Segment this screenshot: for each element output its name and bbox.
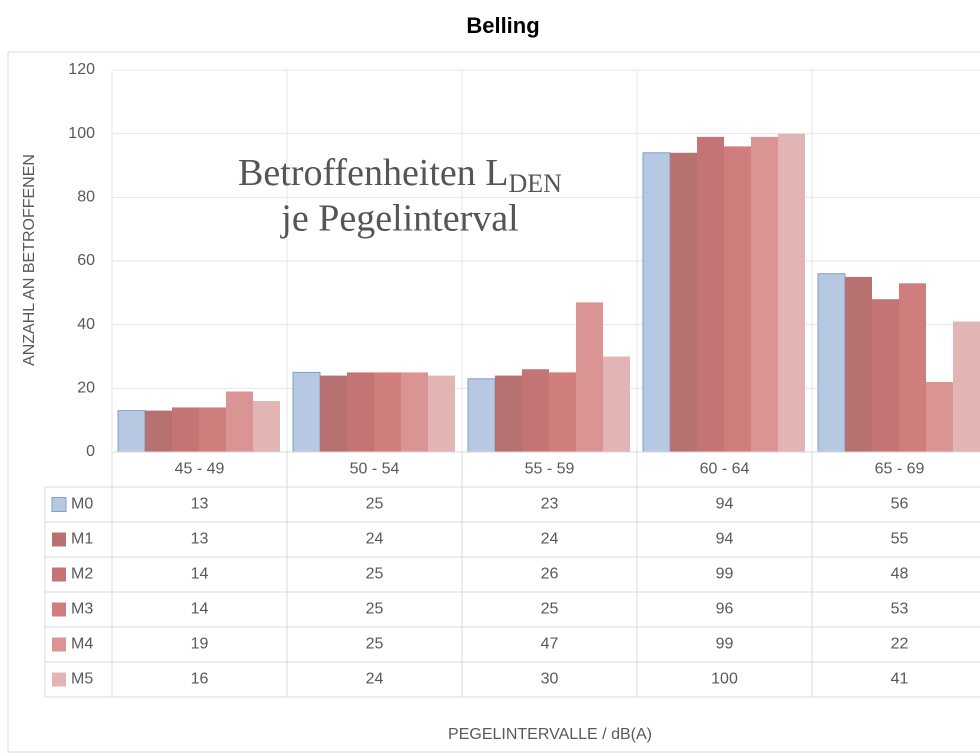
chart-title: Belling (466, 13, 539, 38)
table-value: 24 (366, 671, 384, 688)
x-tick-label: 50 - 54 (350, 461, 400, 478)
table-value: 99 (716, 636, 734, 653)
bar (374, 372, 401, 452)
table-value: 13 (191, 531, 209, 548)
bar (320, 375, 347, 452)
table-value: 100 (711, 671, 738, 688)
table-value: 25 (366, 636, 384, 653)
y-tick-label: 40 (77, 316, 95, 333)
bar (603, 356, 630, 452)
bar (428, 375, 455, 452)
table-value: 24 (541, 531, 559, 548)
legend-swatch (52, 672, 66, 687)
x-tick-label: 60 - 64 (700, 461, 750, 478)
table-value: 99 (716, 566, 734, 583)
table-value: 23 (541, 496, 559, 513)
y-tick-label: 20 (77, 380, 95, 397)
legend-label: M4 (71, 636, 93, 653)
legend-label: M2 (71, 566, 93, 583)
table-value: 55 (891, 531, 909, 548)
x-tick-label: 55 - 59 (525, 461, 575, 478)
bar (872, 299, 899, 452)
table-value: 25 (541, 601, 559, 618)
annotation: je Pegelinterval (279, 198, 518, 240)
legend-swatch (51, 497, 67, 512)
bar (347, 372, 374, 452)
table-value: 96 (716, 601, 734, 618)
x-axis-label: PEGELINTERVALLE / dB(A) (448, 726, 652, 743)
y-tick-label: 120 (68, 61, 95, 78)
y-tick-label: 100 (68, 125, 95, 142)
table-value: 13 (191, 496, 209, 513)
legend-swatch (52, 637, 66, 652)
bar (751, 136, 778, 452)
table-value: 24 (366, 531, 384, 548)
legend-swatch (52, 602, 66, 617)
legend-label: M0 (71, 496, 93, 513)
bar (697, 136, 724, 452)
table-value: 94 (716, 531, 734, 548)
table-value: 25 (366, 566, 384, 583)
bar (817, 273, 846, 453)
legend-swatch (52, 532, 66, 547)
chart-border (7, 51, 980, 753)
table-value: 41 (891, 671, 909, 688)
table-value: 22 (891, 636, 909, 653)
bar (724, 146, 751, 452)
bar (172, 407, 199, 452)
legend-label: M5 (71, 671, 93, 688)
table-value: 48 (891, 566, 909, 583)
bar (642, 152, 671, 453)
bar (401, 372, 428, 452)
table-value: 19 (191, 636, 209, 653)
bar (670, 152, 697, 452)
table-value: 14 (191, 566, 209, 583)
legend-swatch (52, 567, 66, 582)
bar (199, 407, 226, 452)
bar (522, 369, 549, 452)
bar (845, 276, 872, 452)
table-value: 25 (366, 601, 384, 618)
bar (495, 375, 522, 452)
bar (145, 410, 172, 452)
bar (226, 391, 253, 452)
annotation-text: Betroffenheiten L (238, 152, 508, 194)
y-tick-label: 80 (77, 189, 95, 206)
table-value: 25 (366, 496, 384, 513)
bar (576, 302, 603, 452)
y-tick-label: 0 (86, 443, 95, 460)
y-tick-label: 60 (77, 252, 95, 269)
table-value: 47 (541, 636, 559, 653)
bar (467, 378, 496, 453)
table-value: 16 (191, 671, 209, 688)
bar (549, 372, 576, 452)
bar (899, 283, 926, 452)
table-value: 30 (541, 671, 559, 688)
annotation: Betroffenheiten LDEN (238, 152, 562, 198)
x-tick-label: 65 - 69 (875, 461, 925, 478)
legend-label: M1 (71, 531, 93, 548)
bar (953, 321, 980, 452)
annotation-subscript: DEN (509, 169, 563, 198)
y-axis-label: ANZAHL AN BETROFFENEN (21, 154, 38, 366)
table-value: 14 (191, 601, 209, 618)
table-value: 26 (541, 566, 559, 583)
table-value: 56 (891, 496, 909, 513)
bar (292, 371, 321, 453)
bar (778, 133, 805, 452)
bar (926, 381, 953, 452)
legend-label: M3 (71, 601, 93, 618)
bar (117, 410, 146, 453)
bar (253, 401, 280, 452)
x-tick-label: 45 - 49 (175, 461, 225, 478)
table-value: 94 (716, 496, 734, 513)
table-value: 53 (891, 601, 909, 618)
